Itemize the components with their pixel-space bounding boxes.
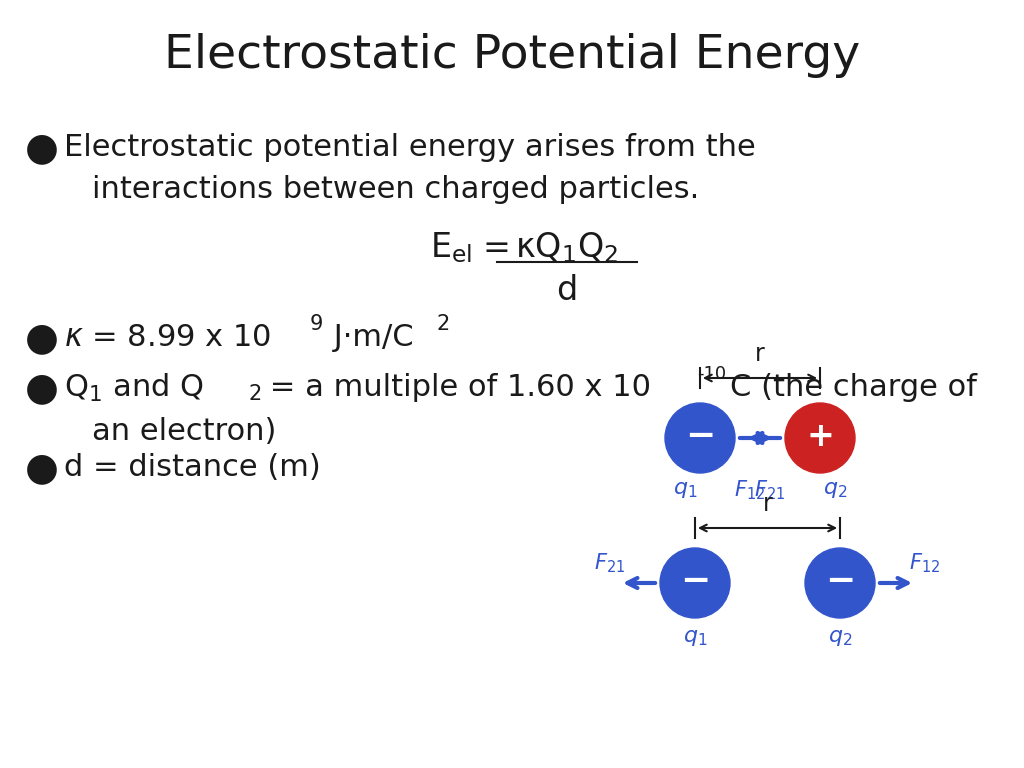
Circle shape [785,403,855,473]
Text: +: + [806,419,834,452]
Text: d: d [556,273,578,306]
Text: 2: 2 [436,314,450,334]
Text: Electrostatic potential energy arises from the: Electrostatic potential energy arises fr… [63,134,756,163]
Text: = a multiple of 1.60 x 10: = a multiple of 1.60 x 10 [260,373,651,402]
Text: ●: ● [25,449,59,487]
Text: $q_1$: $q_1$ [673,480,697,500]
Text: ●: ● [25,319,59,357]
Text: −: − [825,564,855,598]
Text: -10: -10 [697,365,726,383]
Text: 9: 9 [310,314,324,334]
Text: $\mathrm{E_{el}}$: $\mathrm{E_{el}}$ [430,230,472,266]
Text: an electron): an electron) [92,416,276,445]
Text: ●: ● [25,129,59,167]
Circle shape [660,548,730,618]
Text: r: r [763,492,772,516]
Text: d = distance (m): d = distance (m) [63,453,321,482]
Text: −: − [685,419,715,453]
Text: interactions between charged particles.: interactions between charged particles. [92,176,699,204]
Text: $\mathrm{\kappa Q_1 Q_2}$: $\mathrm{\kappa Q_1 Q_2}$ [515,230,618,266]
Circle shape [805,548,874,618]
Text: J·m/C: J·m/C [324,323,414,353]
Text: −: − [680,564,710,598]
Text: $F_{21}$: $F_{21}$ [594,551,626,574]
Text: $F_{12}$: $F_{12}$ [909,551,941,574]
Circle shape [665,403,735,473]
Text: $q_1$: $q_1$ [683,628,708,648]
Text: $\mathrm{Q_1}$ and Q: $\mathrm{Q_1}$ and Q [63,372,204,404]
Text: $\kappa$ = 8.99 x 10: $\kappa$ = 8.99 x 10 [63,323,271,353]
Text: ●: ● [25,369,59,407]
Text: $q_2$: $q_2$ [823,480,847,500]
Text: Electrostatic Potential Energy: Electrostatic Potential Energy [164,33,860,78]
Text: r: r [755,342,765,366]
Text: $F_{21}$: $F_{21}$ [755,478,785,502]
Text: $F_{12}$: $F_{12}$ [734,478,766,502]
Text: 2: 2 [248,384,261,404]
Text: C (the charge of: C (the charge of [730,373,977,402]
Text: $q_2$: $q_2$ [827,628,852,648]
Text: =: = [482,231,510,264]
